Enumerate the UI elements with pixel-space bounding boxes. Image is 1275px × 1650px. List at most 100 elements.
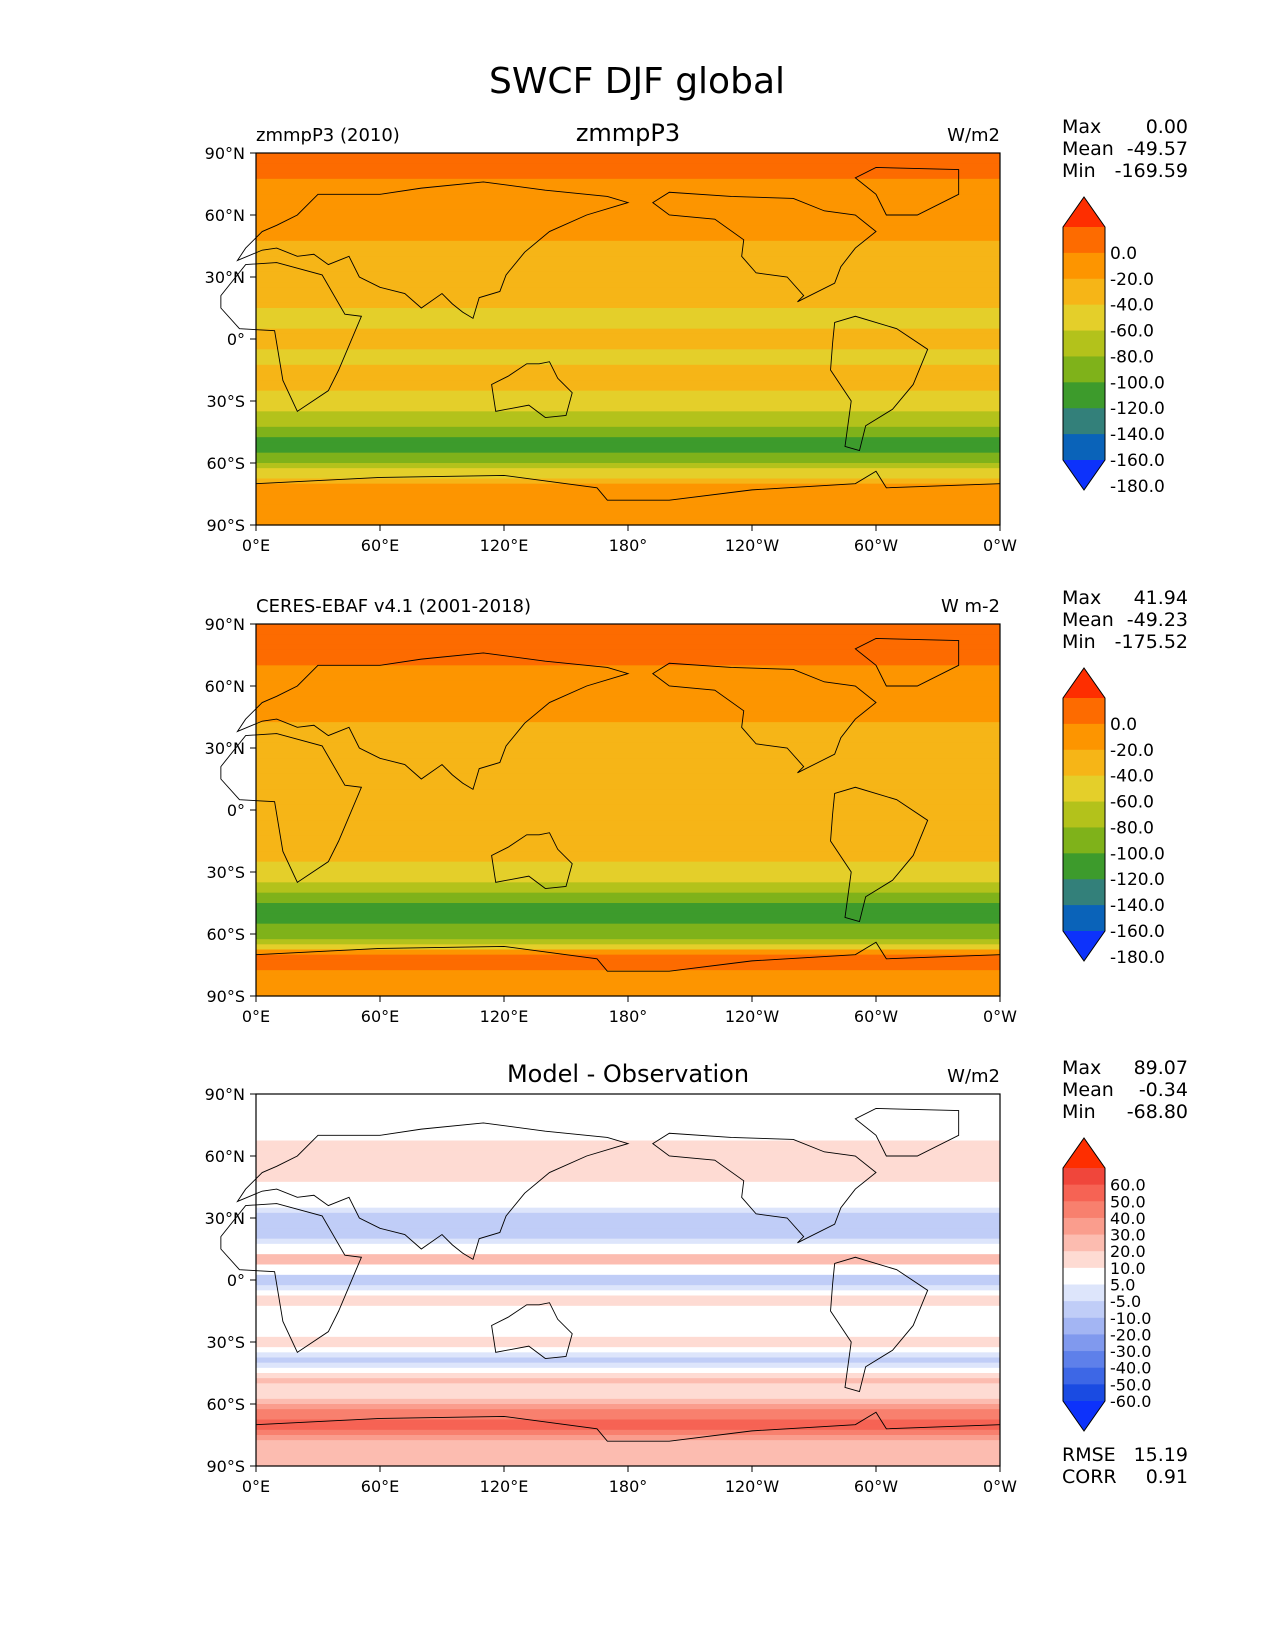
colorbar-tick-label: -40.0 xyxy=(1110,767,1154,787)
y-tick-label: 0° xyxy=(227,801,245,820)
field-band xyxy=(256,727,1000,734)
field-band xyxy=(256,287,1000,294)
field-band xyxy=(256,1130,1000,1136)
field-band xyxy=(256,1176,1000,1183)
field-band xyxy=(256,1455,1000,1462)
field-band xyxy=(256,639,1000,646)
coastline-south-america xyxy=(830,786,929,923)
coastline-europe-asia xyxy=(236,652,630,791)
colorbar-tick-label: -60.0 xyxy=(1110,1392,1151,1411)
field-band xyxy=(256,1109,1000,1116)
coastline-africa xyxy=(220,1203,363,1353)
field-band xyxy=(256,261,1000,268)
field-band xyxy=(256,810,1000,816)
field-band xyxy=(256,1156,1000,1162)
field-band xyxy=(256,1228,1000,1235)
field-band xyxy=(256,277,1000,283)
field-band xyxy=(256,1254,1000,1260)
field-band xyxy=(256,1367,1000,1374)
field-band xyxy=(256,1393,1000,1400)
field-band xyxy=(256,235,1000,242)
field-band xyxy=(256,416,1000,423)
x-tick-label: 60°E xyxy=(361,1007,399,1026)
colorbar-segment xyxy=(1063,827,1105,854)
colorbar-segment xyxy=(1063,1351,1105,1369)
colorbar-extend-max xyxy=(1063,1138,1105,1168)
field-band xyxy=(256,1450,1000,1457)
colorbar-segment xyxy=(1063,1384,1105,1402)
field-band xyxy=(256,944,1000,951)
field-band xyxy=(256,349,1000,356)
coastline-australia xyxy=(491,1302,573,1359)
field-band xyxy=(256,359,1000,366)
panel-left-label: zmmpP3 (2010) xyxy=(256,125,400,146)
field-band xyxy=(256,194,1000,201)
field-band xyxy=(256,748,1000,754)
field-band xyxy=(256,1223,1000,1229)
field-band xyxy=(256,1238,1000,1245)
field-band xyxy=(256,1259,1000,1266)
stat-label: Min xyxy=(1062,631,1096,653)
colorbar-tick-label: -60.0 xyxy=(1110,322,1154,342)
field-band xyxy=(256,473,1000,480)
field-band xyxy=(256,370,1000,376)
field-band xyxy=(256,706,1000,713)
stat-value: 89.07 xyxy=(1134,1057,1188,1079)
field-band xyxy=(256,251,1000,257)
field-band xyxy=(256,954,1000,961)
figure-title: SWCF DJF global xyxy=(489,61,785,102)
field-band xyxy=(256,1212,1000,1219)
field-band xyxy=(256,282,1000,288)
field-band xyxy=(256,711,1000,718)
field-band xyxy=(256,1218,1000,1224)
field-band xyxy=(256,406,1000,412)
colorbar-segment xyxy=(1063,1234,1105,1252)
stat-label: Mean xyxy=(1062,138,1114,160)
field-band xyxy=(256,1104,1000,1111)
colorbar-tick-label: -140.0 xyxy=(1110,896,1165,916)
field-band xyxy=(256,364,1000,371)
y-tick-label: 30°N xyxy=(205,268,245,287)
field-band xyxy=(256,1378,1000,1384)
colorbar-tick-label: 50.0 xyxy=(1110,1192,1146,1211)
colorbar-extend-min xyxy=(1063,931,1105,961)
field-band xyxy=(256,1311,1000,1317)
field-band xyxy=(256,1383,1000,1390)
field-band xyxy=(256,380,1000,387)
colorbar-segment xyxy=(1063,723,1105,751)
field-band xyxy=(256,665,1000,672)
field-band xyxy=(256,1145,1000,1152)
y-tick-label: 0° xyxy=(227,330,245,349)
x-tick-label: 120°E xyxy=(480,536,529,555)
colorbar-segment xyxy=(1063,749,1105,777)
colorbar-segment xyxy=(1063,879,1105,906)
coastline-antarctica xyxy=(255,470,1001,501)
field-band xyxy=(256,1398,1000,1405)
field-band xyxy=(256,717,1000,723)
field-band xyxy=(256,851,1000,858)
colorbar-segment xyxy=(1063,801,1105,828)
field-band xyxy=(256,1192,1000,1198)
field-band xyxy=(256,468,1000,474)
field-band xyxy=(256,1119,1000,1126)
field-band xyxy=(256,457,1000,464)
map-panel-2: 90°N 60°N 30°N 0° 30°S 60°S 90°S0°E 60°E 120°E 18… xyxy=(205,587,1188,1026)
y-tick-label: 90°S xyxy=(206,1457,245,1476)
field-band xyxy=(256,328,1000,335)
colorbar-segment xyxy=(1063,1301,1105,1319)
field-band xyxy=(256,178,1000,185)
colorbar-segment xyxy=(1063,905,1105,932)
field-band xyxy=(256,1161,1000,1167)
colorbar-segment xyxy=(1063,1267,1105,1285)
stat-label: Max xyxy=(1062,116,1101,138)
field-band xyxy=(256,918,1000,925)
field-band xyxy=(256,421,1000,428)
field-band xyxy=(256,1280,1000,1286)
field-band xyxy=(256,1326,1000,1333)
colorbar-segment xyxy=(1063,1284,1105,1302)
y-tick-label: 60°S xyxy=(206,454,245,473)
field-band xyxy=(256,1445,1000,1452)
field-band xyxy=(256,297,1000,304)
stat-value: 15.19 xyxy=(1134,1444,1188,1466)
field-band xyxy=(256,1114,1000,1121)
